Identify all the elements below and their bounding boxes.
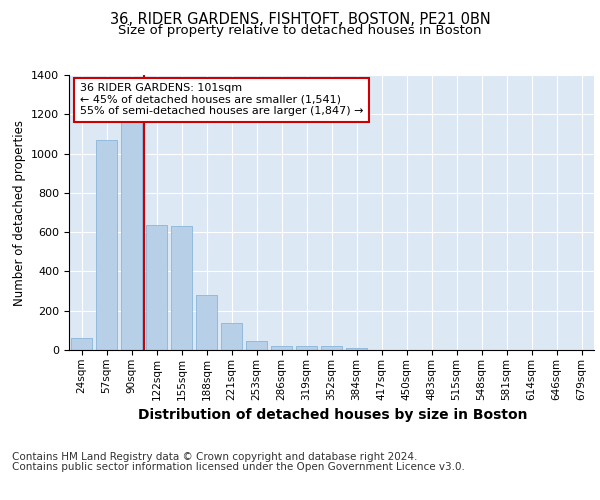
Bar — [196, 296, 217, 350]
Bar — [271, 346, 292, 350]
Bar — [171, 226, 192, 350]
Text: Distribution of detached houses by size in Boston: Distribution of detached houses by size … — [138, 408, 528, 422]
Bar — [346, 348, 367, 350]
Text: 36 RIDER GARDENS: 101sqm
← 45% of detached houses are smaller (1,541)
55% of sem: 36 RIDER GARDENS: 101sqm ← 45% of detach… — [79, 83, 363, 116]
Text: 36, RIDER GARDENS, FISHTOFT, BOSTON, PE21 0BN: 36, RIDER GARDENS, FISHTOFT, BOSTON, PE2… — [110, 12, 490, 28]
Bar — [71, 338, 92, 350]
Bar — [246, 341, 267, 350]
Bar — [121, 122, 142, 350]
Bar — [96, 140, 117, 350]
Bar — [221, 324, 242, 350]
Text: Size of property relative to detached houses in Boston: Size of property relative to detached ho… — [118, 24, 482, 37]
Text: Contains public sector information licensed under the Open Government Licence v3: Contains public sector information licen… — [12, 462, 465, 472]
Bar — [321, 346, 342, 350]
Bar — [146, 226, 167, 350]
Y-axis label: Number of detached properties: Number of detached properties — [13, 120, 26, 306]
Text: Contains HM Land Registry data © Crown copyright and database right 2024.: Contains HM Land Registry data © Crown c… — [12, 452, 418, 462]
Bar — [296, 346, 317, 350]
